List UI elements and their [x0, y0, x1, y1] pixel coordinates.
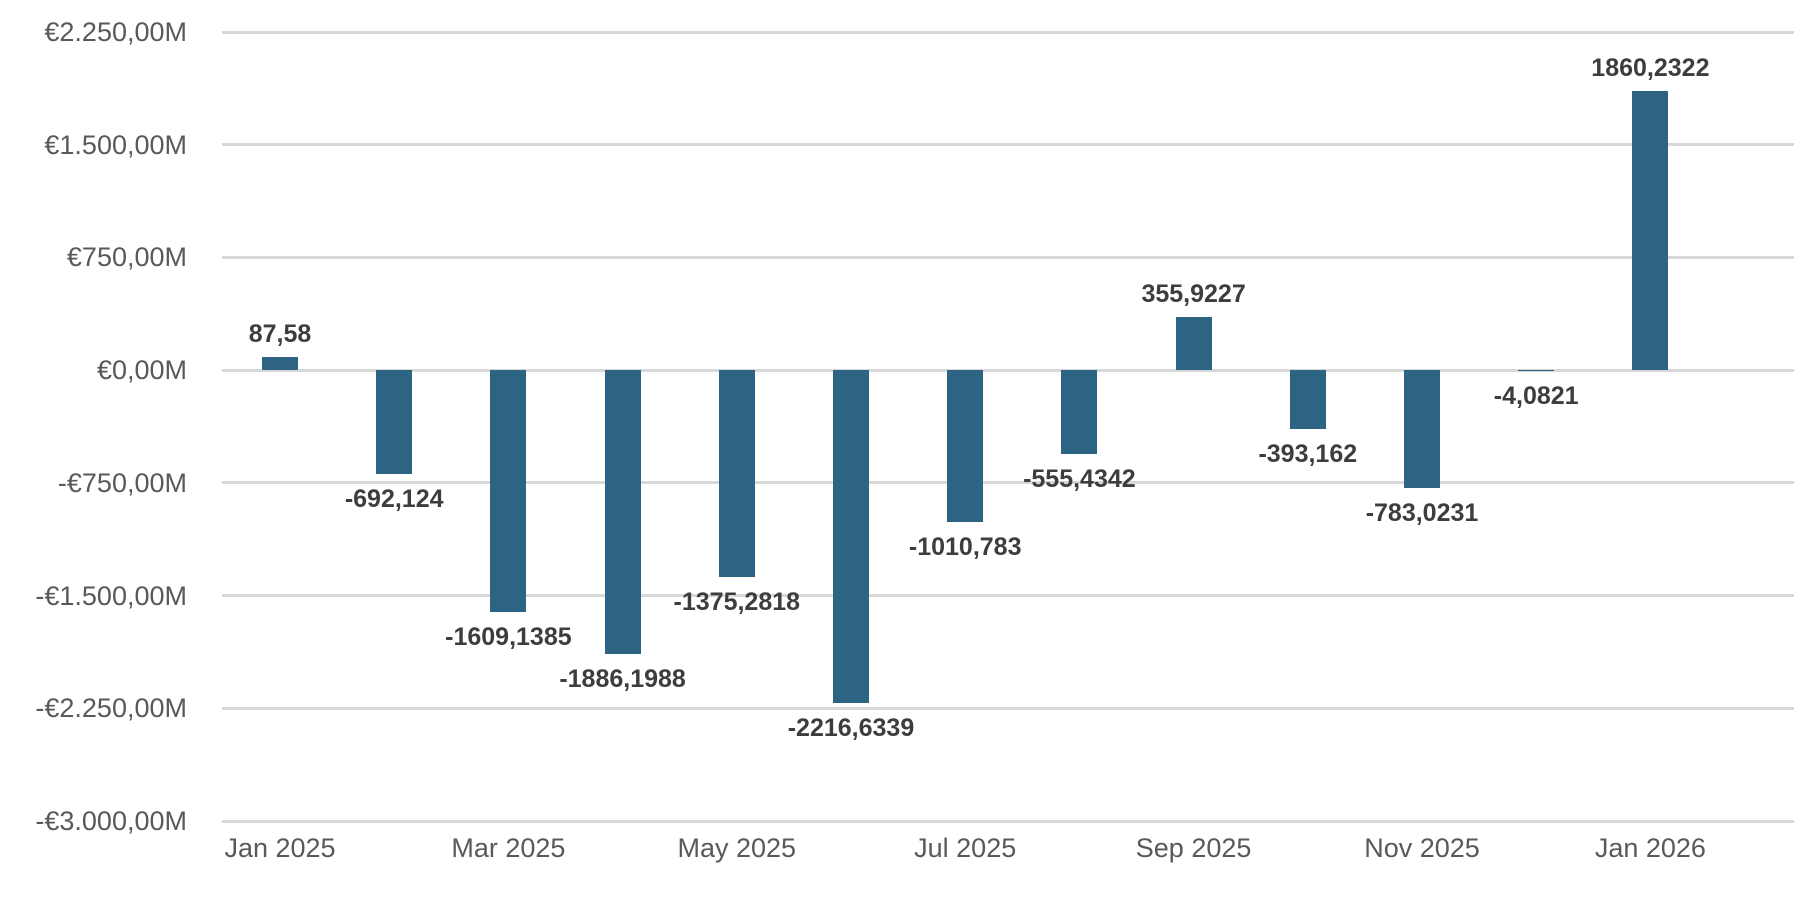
gridline: [222, 255, 1794, 259]
bar[interactable]: [1632, 90, 1669, 371]
gridline: [222, 481, 1794, 485]
bar[interactable]: [833, 370, 869, 704]
bar[interactable]: [604, 370, 641, 654]
x-tick-label: Jan 2025: [224, 833, 336, 863]
bar-value-label: -783,0231: [1365, 498, 1479, 527]
x-tick-label: Nov 2025: [1364, 833, 1480, 863]
y-tick-label: -€1.500,00M: [35, 580, 187, 611]
bar[interactable]: [947, 370, 984, 523]
bar[interactable]: [1404, 370, 1440, 488]
bar-value-label: -4,0821: [1493, 381, 1579, 410]
bar[interactable]: [490, 370, 527, 612]
x-tick-label: Mar 2025: [451, 833, 566, 863]
bar-value-label: 1860,2322: [1591, 53, 1710, 82]
bar-value-label: -2216,6339: [787, 714, 915, 743]
bar-value-label: -1010,783: [908, 533, 1022, 562]
y-tick-label: €1.500,00M: [44, 129, 187, 160]
bar[interactable]: [262, 356, 298, 371]
bar-value-label: 355,9227: [1141, 279, 1246, 308]
x-tick-label: Sep 2025: [1135, 833, 1252, 863]
gridline: [222, 819, 1794, 823]
bar[interactable]: [376, 370, 413, 475]
bar[interactable]: [1061, 370, 1098, 454]
bar[interactable]: [1518, 370, 1555, 371]
x-tick-label: May 2025: [677, 833, 797, 863]
bar-value-label: -555,4342: [1023, 464, 1136, 493]
y-tick-label: -€2.250,00M: [35, 693, 187, 724]
x-tick-label: Jul 2025: [914, 833, 1017, 863]
bar-value-label: -1609,1385: [445, 622, 572, 651]
x-tick-label: Jan 2026: [1594, 833, 1706, 863]
bar[interactable]: [1289, 370, 1326, 430]
gridline: [222, 143, 1794, 147]
bar[interactable]: [718, 370, 755, 577]
y-tick-label: €2.250,00M: [44, 17, 187, 47]
zero-gridline: [222, 368, 1794, 372]
gridline: [222, 30, 1794, 34]
y-tick-label: €0,00M: [96, 355, 187, 386]
gridline: [222, 706, 1794, 710]
bar-value-label: -692,124: [344, 485, 444, 514]
bar-value-label: -393,162: [1258, 440, 1358, 469]
y-tick-label: €750,00M: [66, 242, 187, 273]
bar-value-label: -1375,2818: [673, 587, 801, 616]
bar-value-label: 87,58: [248, 319, 312, 348]
bar[interactable]: [1175, 316, 1212, 371]
y-tick-label: -€750,00M: [57, 467, 187, 498]
bar-value-label: -1886,1988: [559, 664, 686, 693]
y-tick-label: -€3.000,00M: [35, 806, 187, 836]
gridline: [222, 594, 1794, 598]
